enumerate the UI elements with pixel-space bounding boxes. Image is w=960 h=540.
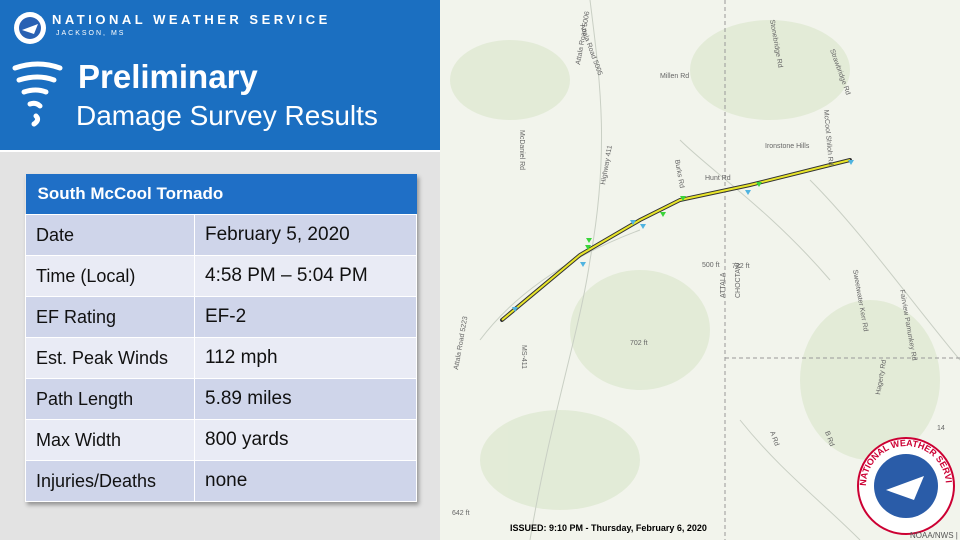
label-cell: Date xyxy=(25,214,195,256)
office: JACKSON, MS xyxy=(56,30,126,37)
value-cell: 800 yards xyxy=(194,419,417,461)
map-label: Ironstone Hills xyxy=(765,143,810,150)
value-cell: 112 mph xyxy=(194,337,417,379)
map-label: McCool Shiloh Rd xyxy=(822,110,834,167)
label-cell: Time (Local) xyxy=(25,255,195,297)
map-label: A Rd xyxy=(768,430,780,447)
label-cell: Path Length xyxy=(25,378,195,420)
credit: NOAA/NWS | E xyxy=(910,531,960,540)
table-row: Est. Peak Winds 112 mph xyxy=(25,337,417,379)
map-label: 500 ft xyxy=(702,262,720,269)
table-title: South McCool Tornado xyxy=(25,174,417,215)
tornado-icon xyxy=(12,61,63,127)
title: Preliminary xyxy=(78,58,258,95)
map-label: McDaniel Rd xyxy=(518,130,525,170)
map-label: Burks Rd xyxy=(673,159,685,189)
map-label: CHOCTAW xyxy=(735,262,742,298)
table-row: Path Length 5.89 miles xyxy=(25,378,417,420)
org: NATIONAL WEATHER SERVICE xyxy=(52,12,331,27)
table-row: Injuries/Deaths none xyxy=(25,460,417,502)
table-row: Max Width 800 yards xyxy=(25,419,417,461)
table-row: Date February 5, 2020 xyxy=(25,214,417,256)
label-cell: Max Width xyxy=(25,419,195,461)
table-row: Time (Local) 4:58 PM – 5:04 PM xyxy=(25,255,417,297)
map-label: MS-411 xyxy=(520,345,527,369)
header: NATIONAL WEATHER SERVICE JACKSON, MS Pre… xyxy=(0,0,440,150)
label-cell: Est. Peak Winds xyxy=(25,337,195,379)
survey-table: South McCool Tornado Date February 5, 2020… xyxy=(25,174,417,502)
map-label: Hunt Rd xyxy=(705,175,731,182)
map-label: B Rd xyxy=(823,430,835,447)
map-label: 14 xyxy=(937,425,945,432)
issued: ISSUED: 9:10 PM - Thursday, February 6, … xyxy=(510,523,707,533)
value-cell: EF-2 xyxy=(194,296,417,338)
value-cell: 4:58 PM – 5:04 PM xyxy=(194,255,417,297)
map-label: 642 ft xyxy=(452,510,470,517)
map-label: 722 ft xyxy=(732,263,750,270)
map-label: ATTALA xyxy=(720,272,727,298)
label-cell: EF Rating xyxy=(25,296,195,338)
nws-logo: NATIONAL WEATHER SERVICE xyxy=(857,437,955,535)
value-cell: February 5, 2020 xyxy=(194,214,417,256)
value-cell: 5.89 miles xyxy=(194,378,417,420)
map-label: 702 ft xyxy=(630,340,648,347)
table-row: EF Rating EF-2 xyxy=(25,296,417,338)
subtitle: Damage Survey Results xyxy=(76,100,378,131)
map-label: Millen Rd xyxy=(660,73,689,80)
value-cell: none xyxy=(194,460,417,502)
label-cell: Injuries/Deaths xyxy=(25,460,195,502)
nws-icon xyxy=(14,12,46,44)
